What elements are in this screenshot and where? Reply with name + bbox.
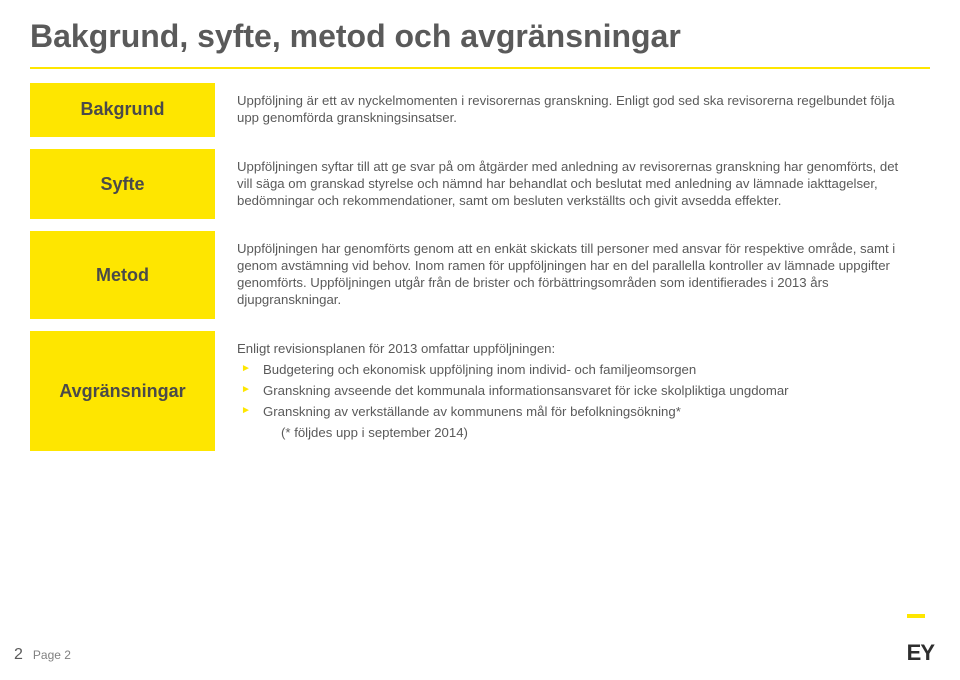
section-avgransningar: Avgränsningar Enligt revisionsplanen för…: [30, 331, 930, 451]
section-syfte: Syfte Uppföljningen syftar till att ge s…: [30, 149, 930, 220]
section-body: Enligt revisionsplanen för 2013 omfattar…: [215, 331, 930, 451]
ey-logo: EY: [907, 614, 934, 666]
logo-text: EY: [907, 640, 934, 665]
section-intro: Enligt revisionsplanen för 2013 omfattar…: [237, 341, 916, 358]
list-item: Budgetering och ekonomisk uppföljning in…: [237, 362, 916, 379]
section-body: Uppföljning är ett av nyckelmomenten i r…: [215, 83, 930, 137]
footer-page: 2 Page 2: [14, 646, 71, 664]
bullet-list: Budgetering och ekonomisk uppföljning in…: [237, 362, 916, 421]
logo-bar-icon: [907, 614, 925, 618]
title-underline: [30, 67, 930, 69]
section-label: Avgränsningar: [30, 331, 215, 451]
section-body: Uppföljningen syftar till att ge svar på…: [215, 149, 930, 220]
list-item: Granskning avseende det kommunala inform…: [237, 383, 916, 400]
page-title: Bakgrund, syfte, metod och avgränsningar: [0, 0, 960, 61]
list-item: Granskning av verkställande av kommunens…: [237, 404, 916, 421]
section-bakgrund: Bakgrund Uppföljning är ett av nyckelmom…: [30, 83, 930, 137]
page-number: 2: [14, 646, 23, 664]
section-metod: Metod Uppföljningen har genomförts genom…: [30, 231, 930, 319]
footnote: (* följdes upp i september 2014): [237, 425, 916, 442]
section-label: Syfte: [30, 149, 215, 220]
sections-container: Bakgrund Uppföljning är ett av nyckelmom…: [0, 83, 960, 451]
section-body: Uppföljningen har genomförts genom att e…: [215, 231, 930, 319]
section-label: Bakgrund: [30, 83, 215, 137]
section-label: Metod: [30, 231, 215, 319]
page-label: Page 2: [33, 648, 71, 662]
